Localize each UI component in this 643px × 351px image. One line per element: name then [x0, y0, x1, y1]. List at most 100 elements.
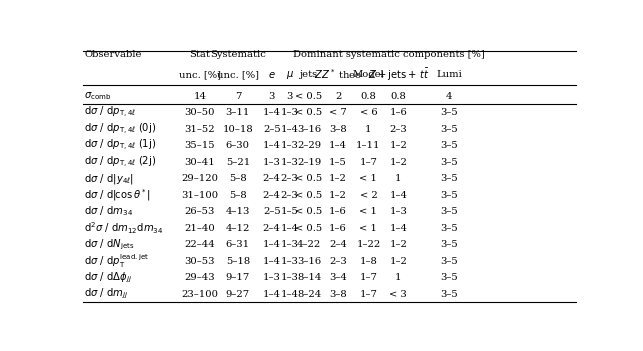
Text: 0.8: 0.8 — [390, 92, 406, 101]
Text: 2–3: 2–3 — [329, 257, 347, 266]
Text: 3–5: 3–5 — [440, 257, 458, 266]
Text: 1–4: 1–4 — [263, 257, 281, 266]
Text: 3–5: 3–5 — [440, 224, 458, 233]
Text: 1–3: 1–3 — [281, 273, 298, 282]
Text: 3–5: 3–5 — [440, 174, 458, 183]
Text: $\mathrm{d}\sigma\ /\ \mathrm{d}p_{\mathrm{T},4\ell}$: $\mathrm{d}\sigma\ /\ \mathrm{d}p_{\math… — [84, 105, 136, 120]
Text: 1–7: 1–7 — [359, 290, 377, 298]
Text: 1–2: 1–2 — [390, 141, 407, 150]
Text: 1–4: 1–4 — [281, 290, 298, 298]
Text: 3–8: 3–8 — [329, 125, 347, 134]
Text: < 0.5: < 0.5 — [296, 224, 323, 233]
Text: 1–4: 1–4 — [329, 141, 347, 150]
Text: 1–7: 1–7 — [359, 273, 377, 282]
Text: 21–40: 21–40 — [185, 224, 215, 233]
Text: 3–5: 3–5 — [440, 191, 458, 200]
Text: < 7: < 7 — [329, 108, 347, 117]
Text: 1: 1 — [365, 125, 372, 134]
Text: $e$: $e$ — [268, 69, 276, 80]
Text: 4: 4 — [446, 92, 453, 101]
Text: 1–3: 1–3 — [281, 141, 298, 150]
Text: 1–3: 1–3 — [263, 273, 280, 282]
Text: 2–4: 2–4 — [263, 224, 280, 233]
Text: $\mathrm{d}^2\sigma\ /\ \mathrm{d}m_{12}\mathrm{d}m_{34}$: $\mathrm{d}^2\sigma\ /\ \mathrm{d}m_{12}… — [84, 220, 163, 236]
Text: Lumi: Lumi — [436, 70, 462, 79]
Text: 6–30: 6–30 — [226, 141, 250, 150]
Text: 14: 14 — [194, 92, 206, 101]
Text: 30–50: 30–50 — [185, 108, 215, 117]
Text: 2–5: 2–5 — [263, 125, 280, 134]
Text: 2–5: 2–5 — [263, 207, 280, 216]
Text: 1–2: 1–2 — [390, 257, 407, 266]
Text: 1–11: 1–11 — [356, 141, 381, 150]
Text: $\mathrm{d}\sigma\ /\ \mathrm{d}p_{\mathrm{T},4\ell}\ (2\mathrm{j})$: $\mathrm{d}\sigma\ /\ \mathrm{d}p_{\math… — [84, 154, 156, 170]
Text: 1–4: 1–4 — [281, 224, 298, 233]
Text: 5–8: 5–8 — [229, 174, 247, 183]
Text: 30–53: 30–53 — [185, 257, 215, 266]
Text: $\mathrm{d}\sigma\ /\ \mathrm{d}p_{\mathrm{T}}^{\mathrm{lead.jet}}$: $\mathrm{d}\sigma\ /\ \mathrm{d}p_{\math… — [84, 252, 150, 270]
Text: 2: 2 — [335, 92, 341, 101]
Text: 29–120: 29–120 — [181, 174, 219, 183]
Text: < 1: < 1 — [359, 224, 377, 233]
Text: 1–2: 1–2 — [329, 191, 347, 200]
Text: 1–6: 1–6 — [329, 207, 347, 216]
Text: $\mathrm{d}\sigma\ /\ \mathrm{d}m_{jj}$: $\mathrm{d}\sigma\ /\ \mathrm{d}m_{jj}$ — [84, 287, 129, 301]
Text: 3–16: 3–16 — [297, 257, 321, 266]
Text: 1–3: 1–3 — [281, 240, 298, 249]
Text: 5–18: 5–18 — [226, 257, 250, 266]
Text: $\mathrm{d}\sigma\ /\ \mathrm{d}|y_{4\ell}|$: $\mathrm{d}\sigma\ /\ \mathrm{d}|y_{4\el… — [84, 172, 134, 186]
Text: 1–3: 1–3 — [281, 257, 298, 266]
Text: < 0.5: < 0.5 — [296, 108, 323, 117]
Text: $\mathrm{d}\sigma\ /\ \mathrm{d}N_{\mathrm{jets}}$: $\mathrm{d}\sigma\ /\ \mathrm{d}N_{\math… — [84, 237, 135, 252]
Text: 1–8: 1–8 — [359, 257, 377, 266]
Text: 1–2: 1–2 — [390, 158, 407, 167]
Text: 2–3: 2–3 — [281, 191, 298, 200]
Text: 3–5: 3–5 — [440, 273, 458, 282]
Text: $ZZ^*$ theo: $ZZ^*$ theo — [314, 68, 362, 81]
Text: 1–3: 1–3 — [390, 207, 407, 216]
Text: 3–11: 3–11 — [226, 108, 250, 117]
Text: 30–41: 30–41 — [185, 158, 215, 167]
Text: 1: 1 — [395, 174, 402, 183]
Text: 7: 7 — [235, 92, 241, 101]
Text: 6–31: 6–31 — [226, 240, 250, 249]
Text: 31–100: 31–100 — [181, 191, 219, 200]
Text: 5–21: 5–21 — [226, 158, 250, 167]
Text: 3: 3 — [287, 92, 293, 101]
Text: 1–4: 1–4 — [389, 191, 407, 200]
Text: < 6: < 6 — [359, 108, 377, 117]
Text: 3–5: 3–5 — [440, 158, 458, 167]
Text: 1–4: 1–4 — [263, 290, 281, 298]
Text: 2–4: 2–4 — [263, 191, 280, 200]
Text: 2–29: 2–29 — [297, 141, 321, 150]
Text: jets: jets — [300, 70, 318, 79]
Text: 23–100: 23–100 — [181, 290, 219, 298]
Text: 2–3: 2–3 — [281, 174, 298, 183]
Text: $\mathrm{d}\sigma\ /\ \mathrm{d}m_{34}$: $\mathrm{d}\sigma\ /\ \mathrm{d}m_{34}$ — [84, 205, 134, 218]
Text: $\mu$: $\mu$ — [285, 68, 294, 80]
Text: < 1: < 1 — [359, 174, 377, 183]
Text: $\sigma_{\rm comb}$: $\sigma_{\rm comb}$ — [84, 90, 112, 102]
Text: 4–22: 4–22 — [297, 240, 322, 249]
Text: < 2: < 2 — [359, 191, 377, 200]
Text: 1–5: 1–5 — [329, 158, 347, 167]
Text: < 3: < 3 — [390, 290, 407, 298]
Text: 3–5: 3–5 — [440, 125, 458, 134]
Text: 31–52: 31–52 — [185, 125, 215, 134]
Text: 9–27: 9–27 — [226, 290, 250, 298]
Text: Observable: Observable — [84, 50, 142, 59]
Text: unc. [%]: unc. [%] — [179, 70, 221, 79]
Text: 3–5: 3–5 — [440, 290, 458, 298]
Text: < 0.5: < 0.5 — [296, 207, 323, 216]
Text: 35–15: 35–15 — [185, 141, 215, 150]
Text: 22–44: 22–44 — [185, 240, 215, 249]
Text: unc. [%]: unc. [%] — [217, 70, 259, 79]
Text: 1–22: 1–22 — [356, 240, 381, 249]
Text: 2–4: 2–4 — [263, 174, 280, 183]
Text: $Z+\mathrm{jets}+\,t\bar{t}$: $Z+\mathrm{jets}+\,t\bar{t}$ — [368, 67, 429, 82]
Text: 2–3: 2–3 — [390, 125, 407, 134]
Text: 3–5: 3–5 — [440, 141, 458, 150]
Text: 3–5: 3–5 — [440, 207, 458, 216]
Text: 2–19: 2–19 — [297, 158, 322, 167]
Text: 8–14: 8–14 — [297, 273, 322, 282]
